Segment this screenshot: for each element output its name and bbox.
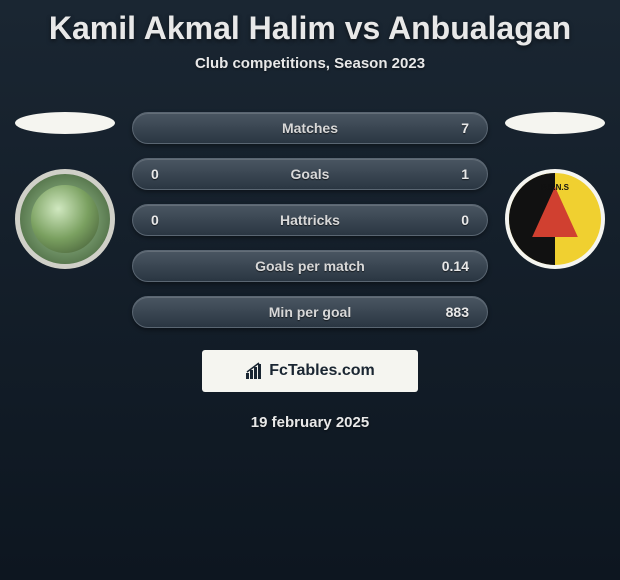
page-title: Kamil Akmal Halim vs Anbualagan [0, 10, 620, 47]
stat-row-goals-per-match: Goals per match 0.14 [132, 250, 488, 282]
left-crest-inner [31, 185, 99, 253]
right-crest-label: P.B.N.S [541, 183, 569, 192]
stat-right-value: 0 [433, 212, 469, 228]
stat-label: Hattricks [280, 212, 340, 228]
stat-label: Goals [291, 166, 330, 182]
stat-left-value: 0 [151, 212, 187, 228]
comparison-card: Kamil Akmal Halim vs Anbualagan Club com… [0, 0, 620, 441]
chart-icon [245, 362, 263, 380]
stat-label: Goals per match [255, 258, 365, 274]
stat-row-min-per-goal: Min per goal 883 [132, 296, 488, 328]
stat-right-value: 0.14 [433, 258, 469, 274]
stat-row-hattricks: 0 Hattricks 0 [132, 204, 488, 236]
stat-row-goals: 0 Goals 1 [132, 158, 488, 190]
right-team-crest: P.B.N.S [505, 169, 605, 269]
stat-label: Matches [282, 120, 338, 136]
right-column: P.B.N.S [500, 112, 610, 269]
stat-left-value: 0 [151, 166, 187, 182]
left-team-crest [15, 169, 115, 269]
stats-list: Matches 7 0 Goals 1 0 Hattricks 0 Goals … [132, 112, 488, 328]
date-text: 19 february 2025 [0, 414, 620, 431]
branding-badge: FcTables.com [202, 350, 418, 392]
left-ellipse [15, 112, 115, 134]
content-area: Matches 7 0 Goals 1 0 Hattricks 0 Goals … [0, 112, 620, 328]
stat-right-value: 7 [433, 120, 469, 136]
right-ellipse [505, 112, 605, 134]
left-column [10, 112, 120, 269]
stat-right-value: 883 [433, 304, 469, 320]
stat-right-value: 1 [433, 166, 469, 182]
subtitle: Club competitions, Season 2023 [0, 55, 620, 72]
stat-label: Min per goal [269, 304, 351, 320]
stat-row-matches: Matches 7 [132, 112, 488, 144]
branding-text: FcTables.com [269, 362, 375, 380]
